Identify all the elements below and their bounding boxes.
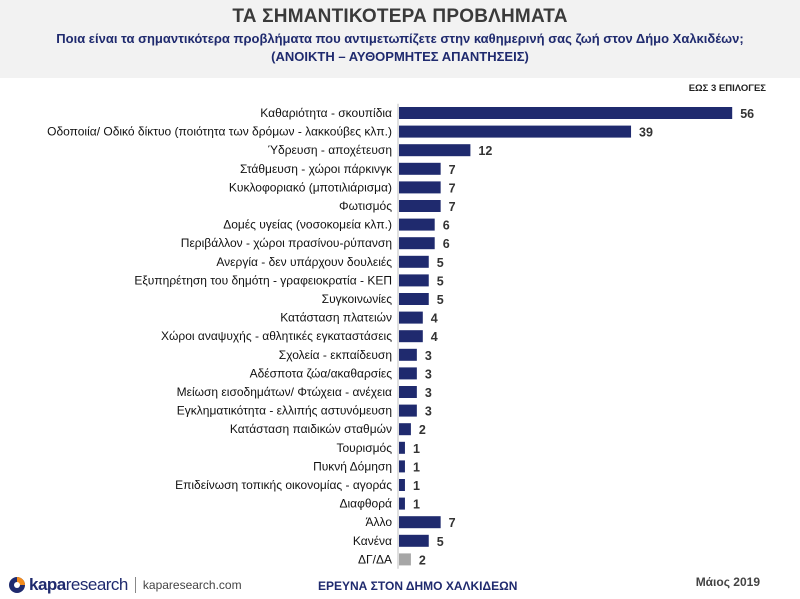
category-label: Ανεργία - δεν υπάρχουν δουλειές	[216, 255, 392, 269]
bar	[399, 255, 429, 268]
value-label: 5	[437, 256, 444, 270]
logo-kapa-text: kapa	[29, 575, 66, 594]
bar	[399, 404, 417, 417]
value-label: 1	[413, 498, 420, 512]
category-label: Εγκληματικότητα - ελλιπής αστυνόμευση	[177, 404, 392, 418]
value-label: 7	[449, 163, 456, 177]
bar	[399, 144, 471, 157]
category-label: Ύδρευση - αποχέτευση	[268, 143, 392, 157]
category-label: Χώροι αναψυχής - αθλητικές εγκαταστάσεις	[161, 329, 392, 343]
value-label: 56	[740, 107, 754, 121]
bar	[399, 348, 417, 361]
bar	[399, 274, 429, 287]
logo-research-text: research	[65, 575, 129, 594]
category-label: Κατάσταση πλατειών	[280, 311, 392, 325]
bar	[399, 479, 405, 491]
kapa-research-logo: kapa research kaparesearch.com	[8, 574, 242, 596]
bar	[399, 460, 405, 473]
bar	[399, 162, 441, 175]
category-label: Μείωση εισοδημάτων/ Φτώχεια - ανέχεια	[177, 385, 392, 399]
bar	[399, 107, 733, 119]
choices-note: ΕΩΣ 3 ΕΠΙΛΟΓΕΣ	[688, 83, 766, 94]
bar	[399, 534, 429, 547]
value-label: 5	[437, 274, 444, 288]
value-label: 3	[425, 405, 432, 419]
bar	[399, 423, 411, 436]
value-label: 6	[443, 219, 450, 233]
category-label: Διαφθορά	[339, 497, 392, 511]
value-label: 1	[413, 442, 420, 456]
bar	[399, 516, 441, 529]
value-label: 4	[431, 312, 438, 326]
logo-separator	[134, 577, 136, 593]
site-link[interactable]: kaparesearch.com	[142, 578, 242, 592]
category-label: Σχολεία - εκπαίδευση	[279, 348, 392, 362]
value-label: 5	[437, 535, 444, 549]
category-label: Συγκοινωνίες	[322, 292, 393, 306]
category-label: Φωτισμός	[339, 199, 392, 213]
value-label: 1	[413, 460, 420, 474]
value-label: 2	[419, 553, 426, 567]
chart-title: ΤΑ ΣΗΜΑΝΤΙΚΟΤΕΡΑ ΠΡΟΒΛΗΜΑΤΑ	[232, 6, 568, 27]
bar	[399, 218, 435, 231]
value-label: 5	[437, 293, 444, 307]
category-label: Περιβάλλον - χώροι πρασίνου-ρύπανση	[181, 236, 392, 250]
value-label: 7	[449, 516, 456, 530]
value-label: 7	[449, 181, 456, 195]
bar	[399, 553, 411, 566]
category-label: Τουρισμός	[336, 441, 392, 455]
bar	[399, 293, 429, 305]
bar	[399, 497, 405, 510]
value-label: 7	[449, 200, 456, 214]
survey-date: Μάιος 2019	[695, 575, 760, 589]
category-label: Δομές υγείας (νοσοκομεία κλπ.)	[223, 218, 392, 232]
bar	[399, 311, 423, 324]
bar	[399, 330, 423, 343]
category-label: Στάθμευση - χώροι πάρκινγκ	[240, 162, 393, 176]
value-label: 2	[419, 423, 426, 437]
value-label: 39	[639, 126, 653, 140]
chart-subtitle: Ποια είναι τα σημαντικότερα προβλήματα π…	[0, 30, 800, 66]
survey-name: ΕΡΕΥΝΑ ΣΤΟΝ ΔΗΜΟ ΧΑΛΚΙΔΕΩΝ	[318, 579, 518, 593]
value-label: 1	[413, 479, 420, 493]
category-label: Κανένα	[353, 534, 392, 548]
subtitle-question: Ποια είναι τα σημαντικότερα προβλήματα π…	[56, 31, 744, 46]
value-label: 4	[431, 330, 438, 344]
bar	[399, 441, 405, 454]
value-label: 3	[425, 349, 432, 363]
category-label: Άλλο	[365, 515, 392, 529]
value-label: 3	[425, 386, 432, 400]
value-label: 6	[443, 237, 450, 251]
category-label: Επιδείνωση τοπικής οικονομίας - αγοράς	[175, 478, 392, 492]
subtitle-note: (ΑΝΟΙΚΤΗ – ΑΥΘΟΡΜΗΤΕΣ ΑΠΑΝΤΗΣΕΙΣ)	[271, 49, 529, 64]
category-label: Εξυπηρέτηση του δημότη - γραφειοκρατία -…	[134, 273, 392, 287]
bar	[399, 200, 441, 212]
category-label: Καθαριότητα - σκουπίδια	[260, 106, 392, 120]
bar	[399, 367, 417, 380]
bar	[399, 125, 632, 138]
category-label: Οδοποιία/ Οδικό δίκτυο (ποιότητα των δρό…	[47, 125, 392, 139]
value-label: 12	[478, 144, 492, 158]
bar	[399, 386, 417, 398]
header-band	[0, 0, 800, 78]
category-label: Πυκνή Δόμηση	[313, 459, 392, 473]
category-label: Κατάσταση παιδικών σταθμών	[230, 422, 392, 436]
category-label: ΔΓ/ΔΑ	[358, 552, 392, 566]
logo-globe-icon	[9, 577, 25, 593]
category-label: Κυκλοφοριακό (μποτιλιάρισμα)	[229, 180, 392, 194]
bar	[399, 181, 441, 194]
bar	[399, 237, 435, 250]
category-label: Αδέσποτα ζώα/ακαθαρσίες	[250, 366, 393, 380]
value-label: 3	[425, 367, 432, 381]
